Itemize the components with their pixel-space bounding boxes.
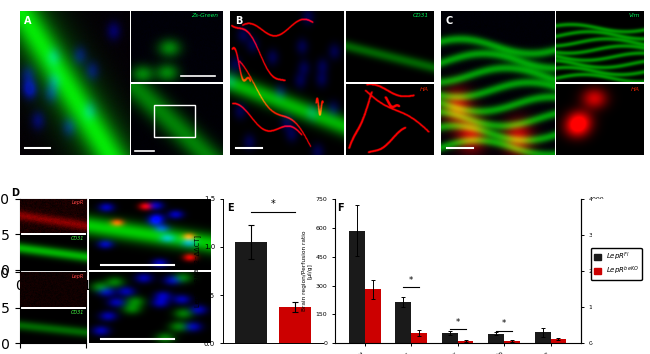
Y-axis label: CSF/Perfusion ratio
[µl/g]: CSF/Perfusion ratio [µl/g] — [608, 243, 619, 299]
Bar — [551, 339, 566, 343]
Text: *: * — [409, 276, 413, 285]
Text: Vim: Vim — [629, 13, 640, 18]
Text: Zs-Green: Zs-Green — [192, 13, 218, 18]
Text: F: F — [337, 203, 344, 213]
Text: HA: HA — [421, 87, 429, 92]
Bar — [365, 289, 381, 343]
Bar — [458, 341, 473, 343]
Bar — [488, 334, 504, 343]
Text: D: D — [12, 188, 20, 198]
Bar — [349, 230, 365, 343]
Text: *: * — [456, 318, 460, 327]
Text: LepR: LepR — [72, 274, 84, 279]
Text: HA: HA — [631, 87, 640, 92]
Text: CD31: CD31 — [413, 13, 429, 18]
Y-axis label: LepR mRNA [2⁻ΔΔCT]: LepR mRNA [2⁻ΔΔCT] — [194, 235, 201, 307]
Text: $LepR^{beKO}$: $LepR^{beKO}$ — [0, 279, 1, 307]
Bar — [235, 242, 266, 343]
Text: E: E — [227, 203, 233, 213]
Text: A: A — [24, 16, 31, 27]
Bar — [504, 341, 520, 343]
Bar — [535, 332, 551, 343]
Bar — [411, 333, 427, 343]
Text: B: B — [235, 16, 242, 27]
Text: *: * — [270, 199, 275, 209]
Text: C: C — [445, 16, 452, 27]
Text: $LepR^{Fl}$: $LepR^{Fl}$ — [0, 213, 1, 234]
Bar — [442, 333, 458, 343]
Legend: $LepR^{Fl}$, $LepR^{beKO}$: $LepR^{Fl}$, $LepR^{beKO}$ — [591, 248, 642, 280]
Bar — [153, 105, 195, 137]
Text: CD31: CD31 — [70, 310, 84, 315]
Text: *: * — [502, 319, 506, 328]
Bar — [279, 307, 311, 343]
Y-axis label: Brain region/Perfusion ratio
[µl/g]: Brain region/Perfusion ratio [µl/g] — [302, 231, 313, 311]
Bar — [395, 302, 411, 343]
Text: LepR: LepR — [72, 200, 84, 205]
Text: CD31: CD31 — [70, 236, 84, 241]
